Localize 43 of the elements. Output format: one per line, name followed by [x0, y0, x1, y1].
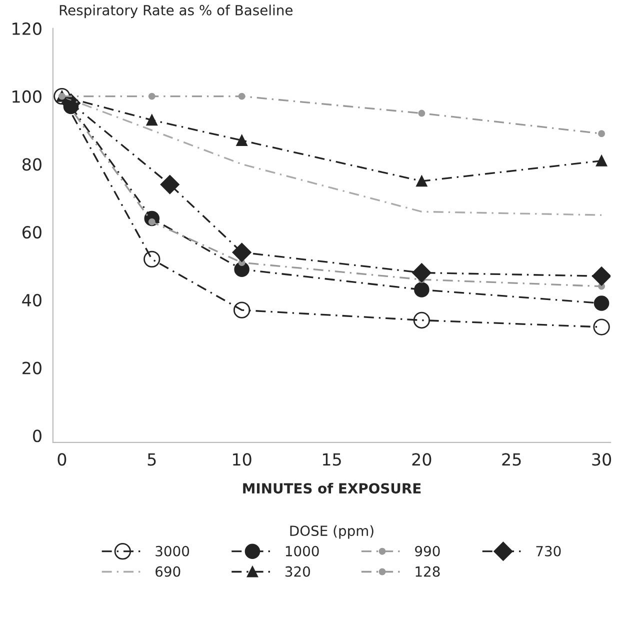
- x-tick-label: 25: [502, 453, 521, 466]
- point: [596, 155, 608, 166]
- point: [232, 242, 252, 262]
- point: [148, 92, 156, 100]
- x-tick-label: 0: [58, 453, 66, 466]
- y-tick-label: 60: [22, 226, 42, 239]
- y-tick-label: 120: [12, 22, 42, 36]
- point: [238, 92, 246, 100]
- x-axis-title: MINUTES of EXPOSURE: [243, 482, 421, 494]
- legend-label: 3000: [156, 546, 190, 556]
- legend-label: 1000: [286, 546, 319, 556]
- point: [413, 312, 430, 329]
- x-tick-label: 20: [412, 453, 432, 466]
- point: [594, 296, 610, 311]
- y-tick-label: 100: [12, 90, 42, 103]
- point: [592, 266, 611, 286]
- point: [144, 250, 160, 268]
- y-tick-label: 0: [33, 430, 42, 442]
- point: [414, 282, 430, 298]
- legend-title: DOSE (ppm): [290, 525, 374, 539]
- legend-label: 128: [416, 566, 440, 577]
- y-tick-label: 20: [22, 362, 42, 374]
- point: [236, 134, 248, 146]
- x-tick-label: 5: [148, 453, 156, 466]
- legend-label: 730: [536, 546, 561, 556]
- legend-label: 990: [415, 546, 440, 556]
- point: [416, 176, 428, 187]
- legend-label: 690: [156, 566, 180, 577]
- point: [412, 263, 432, 282]
- legend-label: 320: [285, 566, 310, 577]
- point: [593, 318, 610, 336]
- point: [598, 130, 606, 138]
- point: [54, 88, 70, 105]
- y-tick-label: 40: [22, 294, 42, 306]
- y-axis-title: Respiratory Rate as % of Baseline: [60, 4, 292, 18]
- point: [418, 110, 426, 117]
- point: [146, 114, 158, 126]
- x-tick-label: 30: [592, 453, 612, 466]
- y-tick-label: 80: [22, 158, 42, 171]
- x-tick-label: 15: [322, 453, 341, 466]
- point: [160, 174, 180, 194]
- x-tick-label: 10: [233, 453, 252, 466]
- point: [233, 302, 250, 318]
